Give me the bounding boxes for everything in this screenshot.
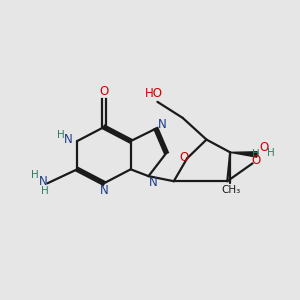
Text: O: O (99, 85, 109, 98)
Text: N: N (158, 118, 167, 130)
Text: CH₃: CH₃ (221, 185, 241, 195)
Text: H: H (40, 186, 48, 196)
Text: H: H (252, 149, 260, 160)
Text: H: H (31, 170, 39, 180)
Text: O: O (251, 154, 261, 167)
Text: H: H (57, 130, 65, 140)
Text: N: N (100, 184, 108, 197)
Polygon shape (230, 152, 257, 157)
Text: H: H (267, 148, 275, 158)
Text: O: O (180, 151, 189, 164)
Text: O: O (260, 140, 269, 154)
Text: N: N (148, 176, 157, 189)
Text: HO: HO (145, 87, 163, 100)
Text: N: N (39, 175, 48, 188)
Text: N: N (64, 133, 73, 146)
